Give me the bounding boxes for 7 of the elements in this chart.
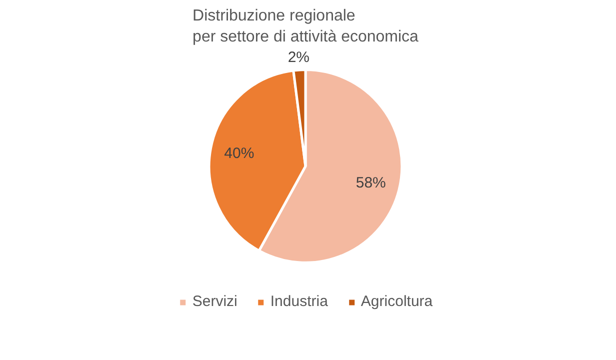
legend-label: Agricoltura [360,293,433,310]
legend-label: Industria [270,293,328,310]
chart-title: Distribuzione regionale per settore di attività economica [192,7,419,46]
data-label: 2% [288,48,310,66]
data-label: 40% [224,145,254,162]
legend-label: Servizi [192,293,238,310]
data-label: 58% [356,174,386,192]
